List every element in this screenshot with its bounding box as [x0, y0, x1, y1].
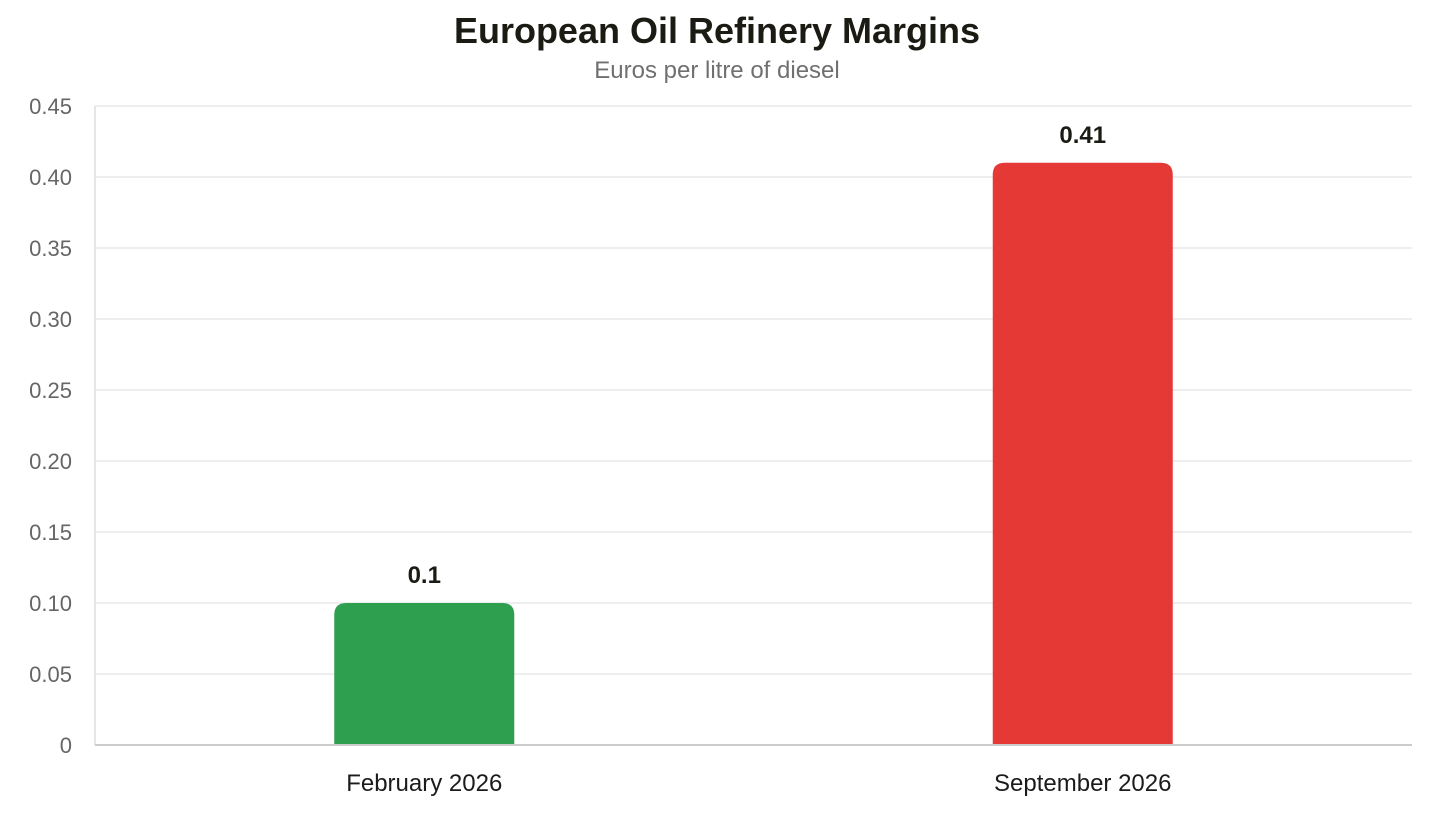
y-tick-label: 0.25 — [29, 378, 72, 403]
y-tick-label: 0.45 — [29, 94, 72, 119]
bar-1 — [334, 603, 515, 745]
y-tick-label: 0.20 — [29, 449, 72, 474]
x-category-label: February 2026 — [346, 770, 502, 797]
bar-value-label: 0.41 — [1059, 122, 1106, 149]
labels: 0 0.05 0.10 0.15 0.20 0.25 0.30 0.35 0.40 0.45 0.1… — [29, 94, 1171, 797]
y-tick-label: 0.05 — [29, 662, 72, 687]
y-tick-label: 0.10 — [29, 591, 72, 616]
gridlines — [95, 105, 1412, 675]
chart-subtitle: Euros per litre of diesel — [594, 57, 840, 84]
bar-2 — [992, 162, 1173, 746]
y-tick-label: 0.35 — [29, 236, 72, 261]
axes — [94, 106, 1412, 746]
y-tick-label: 0 — [60, 733, 72, 758]
x-category-label: September 2026 — [994, 770, 1171, 797]
bar-value-label: 0.1 — [408, 562, 441, 589]
y-tick-label: 0.30 — [29, 307, 72, 332]
y-tick-label: 0.40 — [29, 165, 72, 190]
bars — [334, 162, 1173, 746]
y-tick-label: 0.15 — [29, 520, 72, 545]
chart-title: European Oil Refinery Margins — [453, 10, 981, 51]
